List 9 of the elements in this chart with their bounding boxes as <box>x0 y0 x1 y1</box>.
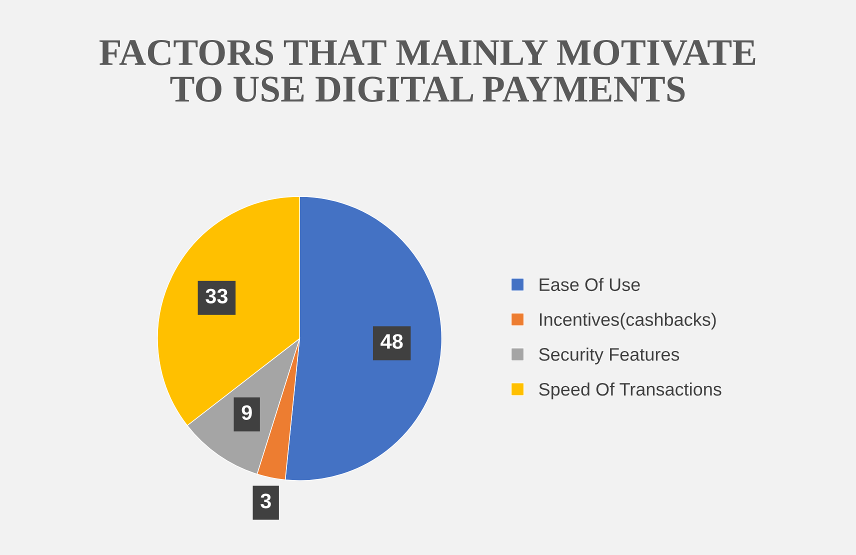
data-label: 48 <box>380 334 403 349</box>
legend-label: Security Features <box>539 348 680 364</box>
data-label: 3 <box>260 494 271 508</box>
data-label: 33 <box>206 288 228 304</box>
legend-label: Incentives(cashbacks) <box>540 312 716 330</box>
legend-label: Speed Of Transactions <box>539 382 722 400</box>
chart-title: FACTORS THAT MAINLY MOTIVATE TO USE DIGITAL PAYMENTS <box>99 40 756 102</box>
data-label: 9 <box>242 405 252 420</box>
legend-label: Ease Of Use <box>540 278 640 292</box>
